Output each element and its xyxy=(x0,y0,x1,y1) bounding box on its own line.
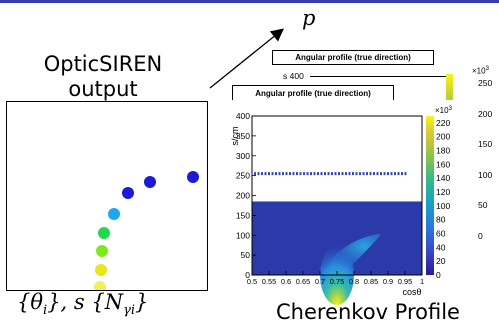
x-tick-label: 0.9 xyxy=(383,277,393,286)
opticsiren-dot xyxy=(95,264,107,276)
x-tick-label: 0.8 xyxy=(349,277,359,286)
x-tick-label: 0.95 xyxy=(398,277,412,286)
colorbar-tick-label: 220 xyxy=(436,118,450,128)
x-tick-label: 0.5 xyxy=(247,277,257,286)
left-caption-theta-sub: i xyxy=(43,303,48,319)
colorbar-tick-label: 200 xyxy=(436,132,450,142)
momentum-label: p xyxy=(302,6,316,30)
back-panel-frame-top xyxy=(310,76,450,77)
colorbar-tick-label: 100 xyxy=(436,201,450,211)
opticsiren-dot xyxy=(144,176,156,188)
opticsiren-dot xyxy=(94,281,106,293)
back-colorbar-exp-base: ×10 xyxy=(472,66,486,76)
back-colorbar-tick-label: 200 xyxy=(478,108,493,119)
back-colorbar-tick-label: 0 xyxy=(478,230,483,241)
y-axis-label: s/cm xyxy=(230,127,240,146)
back-colorbar-tick-label: 150 xyxy=(478,139,493,149)
momentum-arrow-graphic xyxy=(209,28,285,89)
y-tick-label: 200 xyxy=(236,191,250,201)
y-tick-label: 100 xyxy=(236,230,250,240)
opticsiren-dot xyxy=(122,187,134,199)
right-caption: Cherenkov Profile xyxy=(276,300,460,324)
momentum-arrow xyxy=(209,28,285,89)
y-tick-label: 350 xyxy=(236,131,250,141)
left-title: OpticSIREN output xyxy=(18,52,188,102)
colorbar-tick-label: 120 xyxy=(436,187,450,197)
x-tick-label: 0.65 xyxy=(296,277,310,286)
top-accent-bar xyxy=(0,0,499,3)
front-colorbar xyxy=(426,116,434,275)
opticsiren-dot xyxy=(96,245,108,257)
y-tick-label: 150 xyxy=(236,210,250,220)
x-tick-label: 0.6 xyxy=(281,277,291,286)
left-caption-n-sub: γi xyxy=(123,303,136,319)
x-tick-label: 1 xyxy=(420,277,424,286)
opticsiren-output-panel xyxy=(6,101,208,293)
back-colorbar-tick-label: 100 xyxy=(478,169,493,180)
y-tick-label: 50 xyxy=(241,250,251,260)
left-caption-theta: {θ xyxy=(17,290,44,314)
back-colorbar-tick-label: 250 xyxy=(478,78,493,88)
left-title-line1: OpticSIREN xyxy=(43,52,163,76)
back-colorbar-exponent: ×103 xyxy=(472,66,489,76)
left-caption: {θi}, s {Nγi} xyxy=(17,290,148,318)
left-caption-close: } xyxy=(135,290,149,314)
colorbar-tick-label: 60 xyxy=(436,229,446,239)
colorbar-tick-label: 180 xyxy=(436,146,450,156)
y-tick-label: 400 xyxy=(236,111,250,121)
colorbar-tick-label: 140 xyxy=(436,173,450,183)
colorbar-tick-label: 160 xyxy=(436,159,450,169)
back-panel-title: Angular profile (true direction) xyxy=(272,50,434,65)
left-title-line2: output xyxy=(68,77,138,101)
colorbar-tick-label: 20 xyxy=(436,256,446,266)
back-panel-ylabel-fragment: s 400 xyxy=(283,71,304,81)
x-tick-label: 0.55 xyxy=(262,277,276,286)
opticsiren-dots xyxy=(94,171,199,293)
left-caption-middle: }, s {N xyxy=(47,290,124,314)
x-tick-label: 0.85 xyxy=(364,277,378,286)
colorbar-tick-label: 0 xyxy=(436,270,441,280)
back-colorbar-tick-label: 50 xyxy=(478,200,488,210)
opticsiren-dot xyxy=(98,227,110,239)
x-tick-label: 0.75 xyxy=(330,277,344,286)
back-colorbar-ticks: 250 200 150 100 50 0 xyxy=(478,78,498,241)
colorbar-exponent: ×103 xyxy=(435,106,453,115)
colorbar-tick-label: 40 xyxy=(436,242,446,252)
back-colorbar-exp-sup: 3 xyxy=(485,66,489,72)
x-axis-label: cosθ xyxy=(402,287,421,297)
y-tick-label: 0 xyxy=(245,270,250,280)
x-tick-label: 0.7 xyxy=(315,277,325,286)
colorbar-tick-label: 80 xyxy=(436,215,446,225)
opticsiren-dot xyxy=(187,171,199,183)
opticsiren-dot xyxy=(108,208,120,220)
y-tick-label: 300 xyxy=(236,151,250,161)
colorbar-exponent-sup: 3 xyxy=(449,106,453,112)
y-tick-label: 250 xyxy=(236,171,250,181)
